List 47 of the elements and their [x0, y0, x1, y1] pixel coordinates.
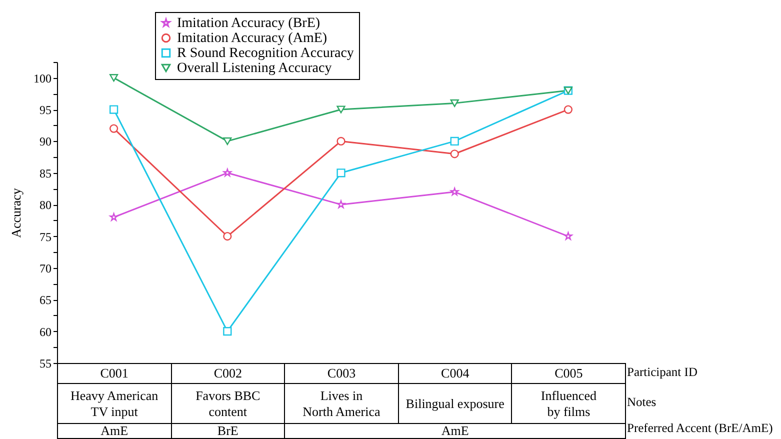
point	[564, 105, 573, 114]
point	[450, 99, 459, 107]
y-tick-label: 90	[40, 134, 52, 149]
point	[223, 137, 232, 146]
text: Participant ID	[627, 365, 698, 380]
y-tick-label: 80	[40, 198, 52, 212]
y-tick-label: 85	[40, 166, 52, 180]
text: Preferred Accent (BrE/AmE)	[627, 421, 773, 436]
text: Heavy American TV input	[57, 383, 172, 424]
y-tick-label: 55	[40, 356, 52, 370]
point	[109, 74, 118, 82]
point	[110, 212, 118, 221]
point	[564, 232, 572, 240]
point	[450, 150, 459, 158]
y-tick-label: 70	[40, 261, 52, 276]
legend-label: Imitation Accuracy (BrE)	[177, 16, 320, 31]
point	[336, 200, 346, 208]
text: AmE	[57, 423, 172, 439]
point	[223, 327, 232, 336]
legend-label: R Sound Recognition Accuracy	[177, 46, 354, 61]
x-tick-label: C003	[327, 366, 356, 380]
point	[336, 136, 346, 146]
text: Notes	[627, 395, 656, 410]
point	[109, 124, 118, 133]
text: AmE	[284, 423, 626, 439]
x-tick-label: C001	[100, 366, 128, 380]
y-tick-label: 95	[40, 103, 52, 118]
text: Bilingual exposure	[398, 383, 512, 424]
point	[336, 106, 346, 114]
text: Influenced by films	[511, 383, 626, 424]
legend-label: Overall Listening Accuracy	[177, 61, 332, 76]
text: BrE	[170, 423, 286, 439]
y-tick-label: 100	[34, 71, 52, 86]
y-tick-label: 65	[40, 293, 52, 308]
x-tick-label: C002	[214, 366, 242, 380]
point	[450, 136, 459, 146]
text: Favors BBC content	[170, 383, 286, 424]
x-tick-label: C004	[441, 366, 470, 380]
y-tick-label: 75	[40, 230, 52, 244]
point	[109, 105, 118, 114]
y-axis-title: Accuracy	[8, 188, 24, 238]
x-tick-label: C005	[554, 366, 583, 380]
legend-label: Imitation Accuracy (AmE)	[177, 31, 328, 46]
y-tick-label: 60	[40, 324, 52, 339]
point	[336, 168, 346, 178]
text: Lives in North America	[284, 383, 399, 424]
point	[223, 232, 232, 241]
